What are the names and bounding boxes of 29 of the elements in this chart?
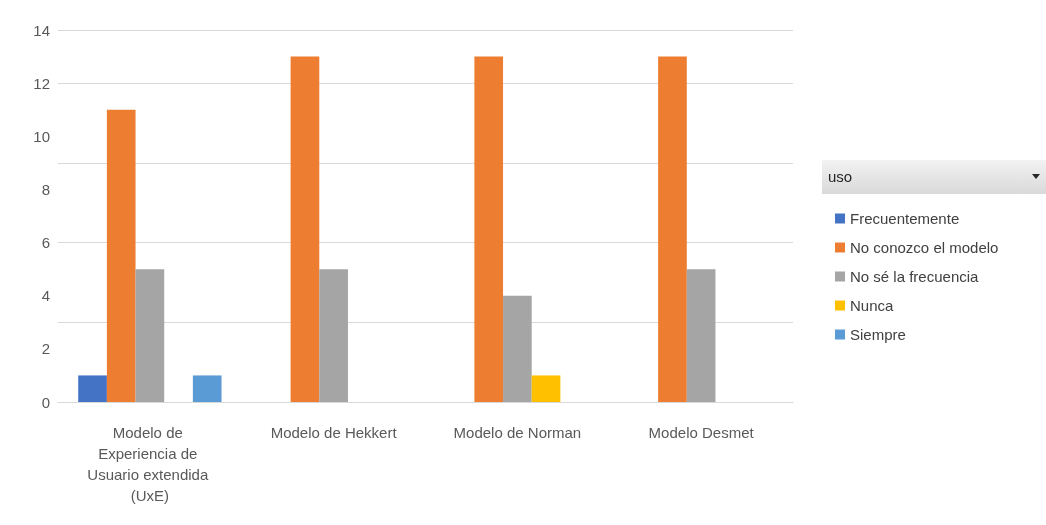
legend-label: Frecuentemente	[850, 210, 960, 227]
bar	[135, 269, 165, 402]
legend-label: No conozco el modelo	[850, 239, 999, 256]
legend-title: uso	[822, 160, 1046, 194]
bar	[106, 109, 136, 402]
x-tick-label: Modelo de Norman	[453, 424, 582, 441]
y-tick-label: 6	[41, 234, 50, 252]
legend-label: Siempre	[850, 326, 906, 343]
y-tick-label: 14	[33, 21, 50, 39]
bar	[290, 56, 320, 402]
y-tick-label: 4	[41, 287, 50, 305]
bar	[658, 56, 687, 402]
bar	[474, 56, 504, 402]
legend-label: No sé la frecuencia	[850, 268, 980, 285]
bar	[531, 375, 561, 402]
bar	[319, 269, 348, 402]
y-tick-label: 2	[41, 340, 50, 358]
bar	[192, 375, 222, 402]
y-tick-label: 12	[33, 74, 50, 92]
bar	[78, 375, 107, 402]
y-tick-label: 0	[41, 393, 50, 411]
y-tick-label: 10	[33, 127, 50, 145]
y-tick-label: 8	[41, 180, 50, 198]
x-tick-label: Modelo Desmet	[648, 424, 755, 441]
x-tick-label: Modelo de Hekkert	[270, 424, 398, 441]
x-tick-label: Modelo de Experiencia de Usuario extendida (UxE)	[87, 424, 213, 504]
bar	[686, 269, 716, 402]
legend-label: Nunca	[850, 297, 895, 314]
bar	[503, 295, 532, 402]
